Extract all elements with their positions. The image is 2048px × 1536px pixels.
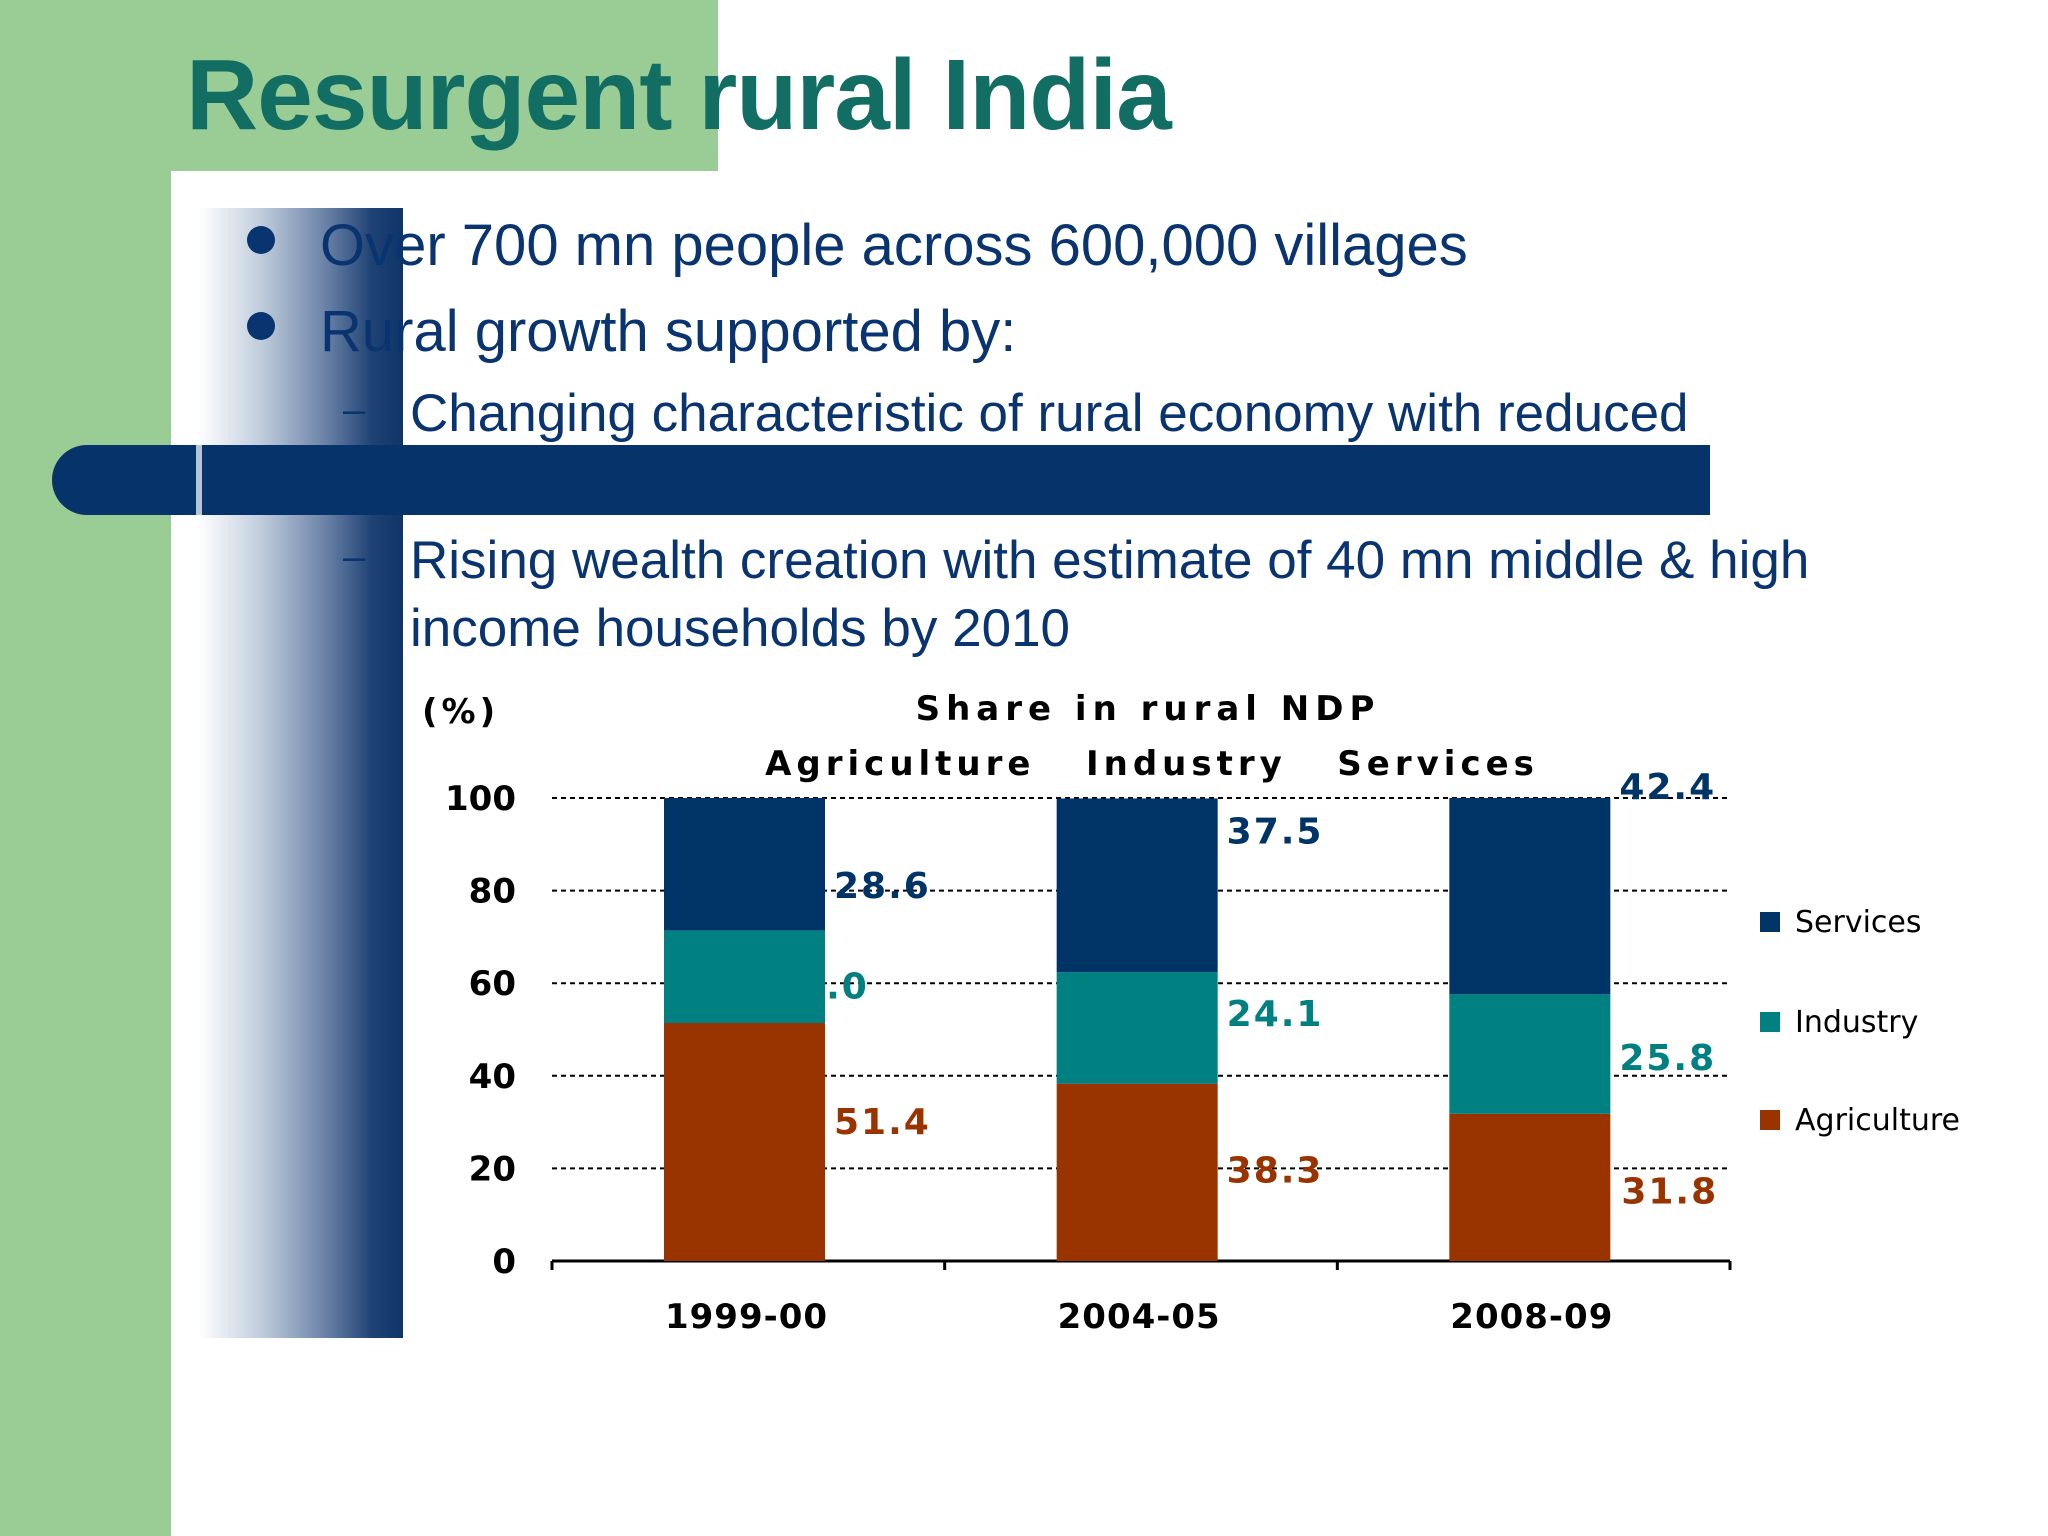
sub-bullet-rural-economy: Changing characteristic of rural economy… xyxy=(410,380,1689,448)
bar-industry-2008-09 xyxy=(1449,994,1611,1114)
y-axis-label: (%) xyxy=(422,692,499,732)
green-left-band xyxy=(0,0,171,1536)
chart-subtitle: Agriculture Industry Services xyxy=(765,744,1539,784)
x-tick-label: 2004-05 xyxy=(1058,1297,1221,1337)
data-label: 31.8 xyxy=(1621,1171,1718,1212)
y-tick-label: 0 xyxy=(492,1242,516,1282)
data-label: 25.8 xyxy=(1619,1038,1716,1079)
gradient-bar xyxy=(198,208,403,1338)
legend-swatch-agriculture xyxy=(1760,1110,1780,1130)
bar-services-1999-00 xyxy=(664,798,825,931)
bullet-rural-growth: Rural growth supported by: xyxy=(320,299,1017,364)
bullet-dot xyxy=(247,226,275,254)
data-label: 28.6 xyxy=(834,866,931,907)
legend-label-industry: Industry xyxy=(1795,1005,1918,1040)
bar-agriculture-2004-05 xyxy=(1056,1083,1218,1261)
legend-label-services: Services xyxy=(1795,905,1922,940)
x-tick-label: 2008-09 xyxy=(1450,1297,1613,1337)
navy-divider-gap xyxy=(196,445,202,515)
y-tick-label: 80 xyxy=(469,872,516,912)
legend-swatch-services xyxy=(1760,912,1780,932)
y-tick-label: 60 xyxy=(469,964,516,1004)
data-label: 24.1 xyxy=(1227,994,1324,1035)
y-tick-label: 100 xyxy=(445,779,516,819)
sub-bullet-wealth-creation: Rising wealth creation with estimate of … xyxy=(410,527,1809,663)
data-label: 38.3 xyxy=(1227,1150,1324,1191)
legend-label-agriculture: Agriculture xyxy=(1795,1103,1960,1138)
bullet-villages: Over 700 mn people across 600,000 villag… xyxy=(320,213,1468,278)
sub-bullet-line: Changing characteristic of rural economy… xyxy=(410,384,1689,443)
sub-bullet-dash: – xyxy=(343,388,366,432)
chart-title: Share in rural NDP xyxy=(916,689,1381,729)
sub-bullet-dash: – xyxy=(343,535,366,579)
page-title: Resurgent rural India xyxy=(186,39,1172,151)
green-top-band xyxy=(0,0,718,171)
sub-bullet-line: Rising wealth creation with estimate of … xyxy=(410,531,1810,590)
data-label: 51.4 xyxy=(834,1102,931,1143)
data-label: 42.4 xyxy=(1619,767,1716,808)
bullet-dot xyxy=(247,312,275,340)
y-tick-label: 40 xyxy=(469,1057,516,1097)
x-tick-label: 1999-00 xyxy=(665,1297,828,1337)
bar-industry-1999-00 xyxy=(664,930,825,1024)
bar-services-2008-09 xyxy=(1449,798,1611,995)
y-tick-label: 20 xyxy=(469,1149,516,1189)
legend-swatch-industry xyxy=(1760,1012,1780,1032)
bar-agriculture-1999-00 xyxy=(664,1023,825,1261)
data-label: 37.5 xyxy=(1227,811,1324,852)
bar-agriculture-2008-09 xyxy=(1449,1113,1611,1261)
sub-bullet-line: income households by 2010 xyxy=(410,599,1071,658)
data-label: 20.0 xyxy=(772,967,869,1008)
navy-divider-bar xyxy=(52,445,1710,515)
bar-services-2004-05 xyxy=(1056,798,1218,973)
bar-industry-2004-05 xyxy=(1056,972,1218,1084)
